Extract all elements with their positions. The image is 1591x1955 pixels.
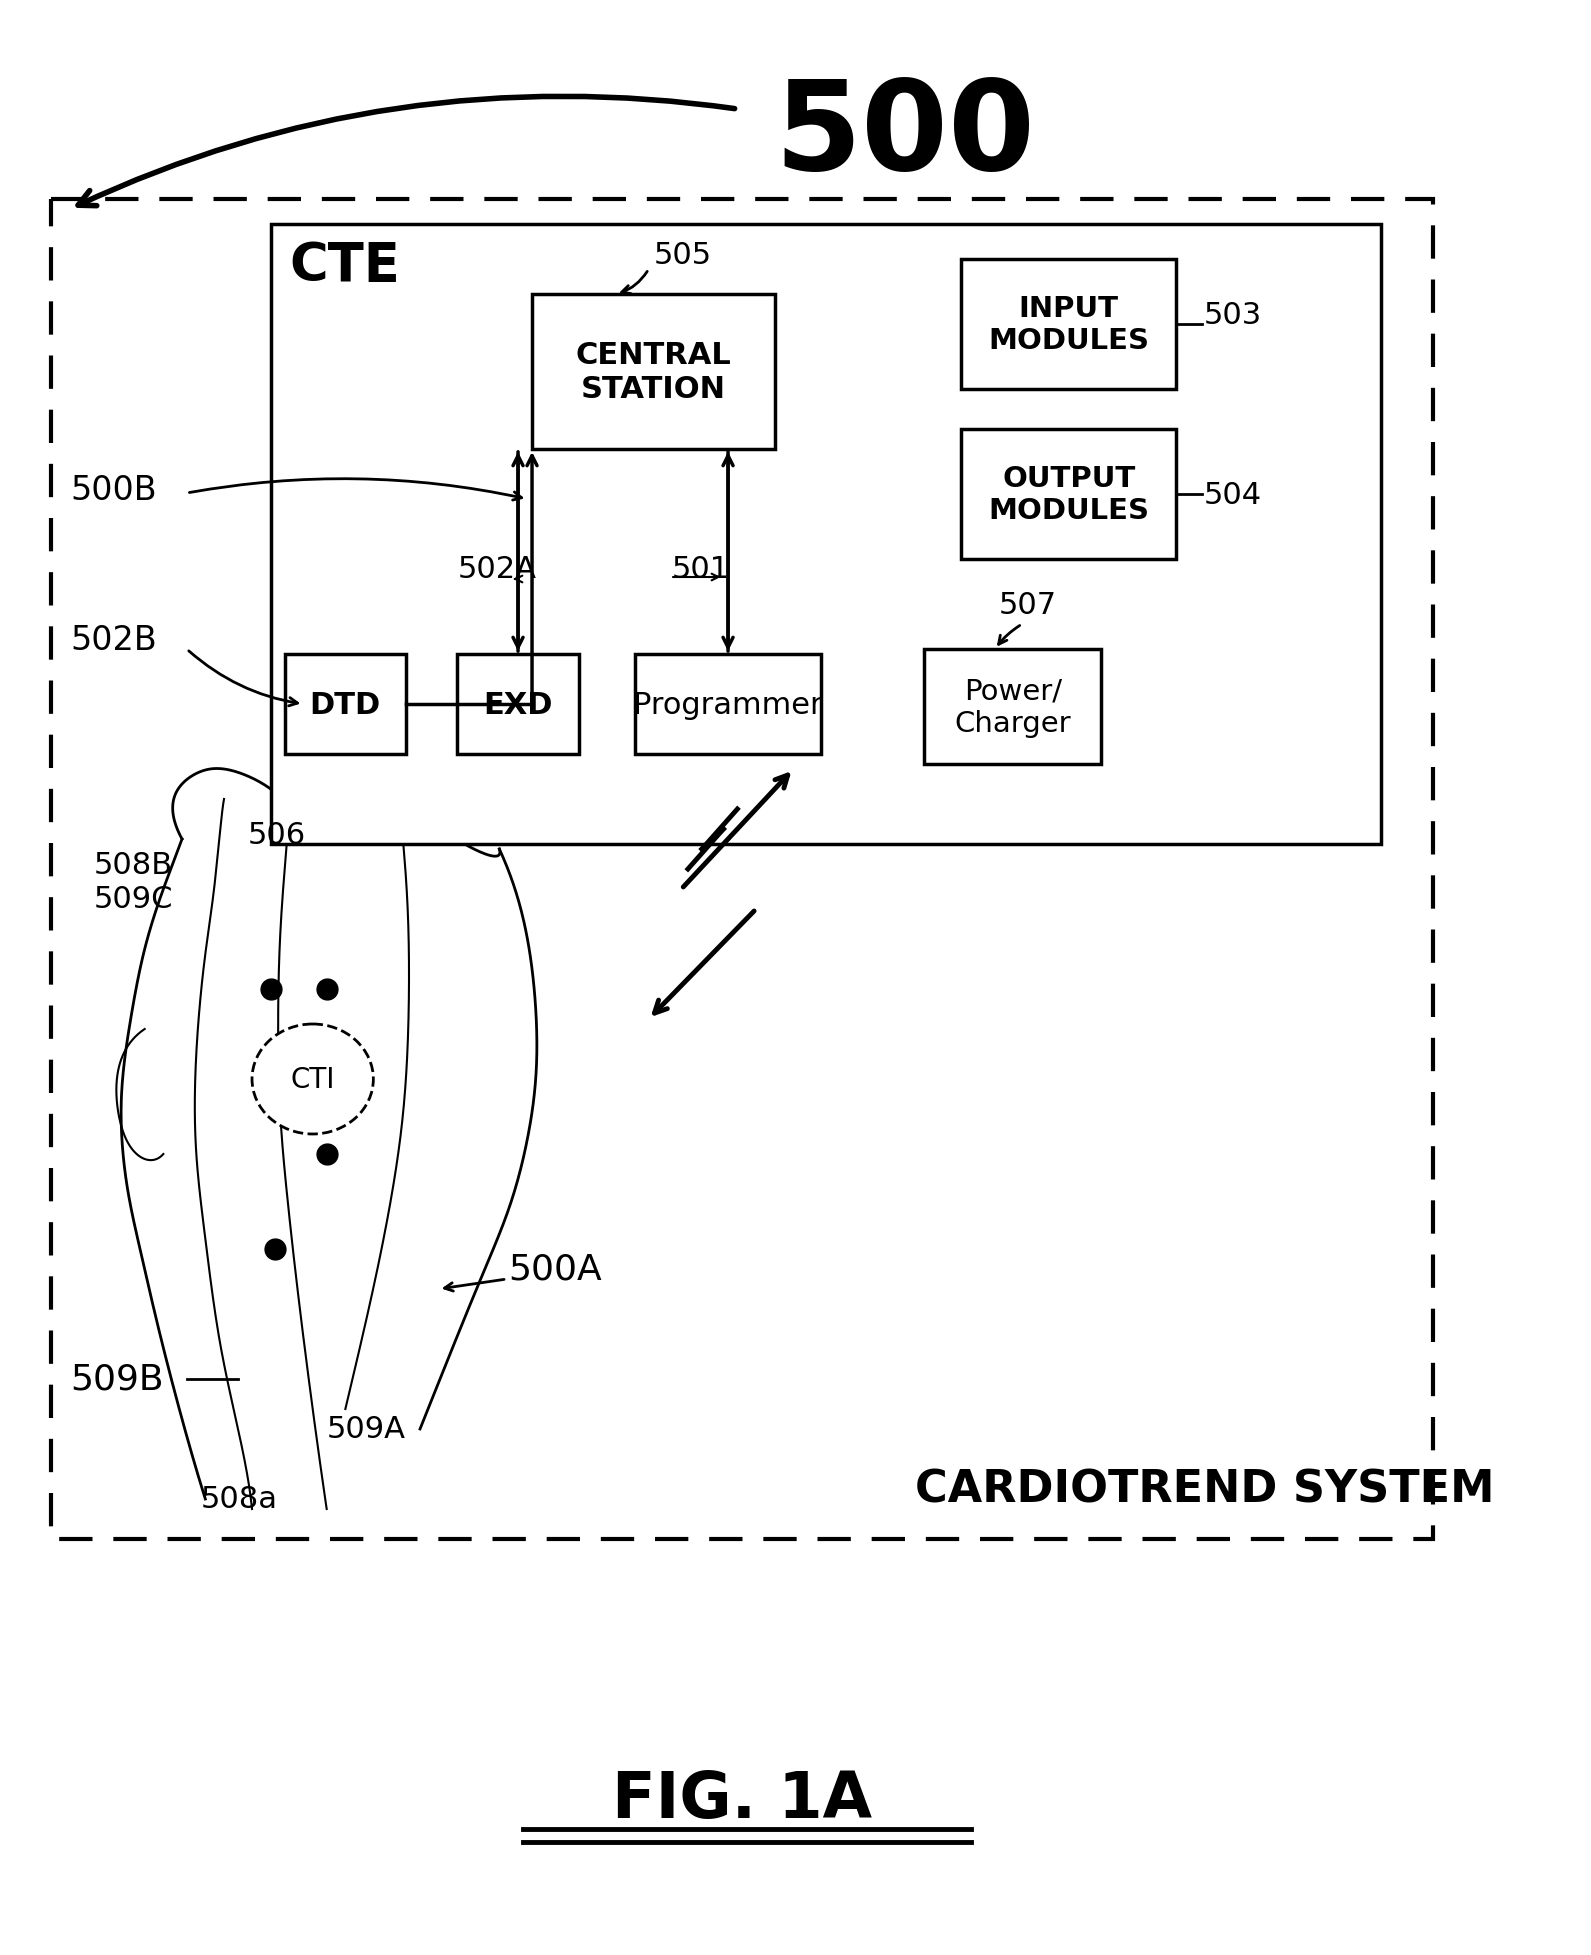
Text: 505: 505 — [654, 240, 711, 270]
Text: INPUT
MODULES: INPUT MODULES — [988, 295, 1149, 356]
Text: 502B: 502B — [70, 624, 158, 657]
Text: 504: 504 — [1204, 481, 1262, 508]
Bar — [531, 295, 775, 450]
Text: 509C: 509C — [94, 886, 173, 915]
Text: OUTPUT
MODULES: OUTPUT MODULES — [988, 465, 1149, 526]
Text: 508a: 508a — [200, 1484, 278, 1513]
Text: 503: 503 — [1204, 301, 1262, 328]
Bar — [285, 655, 406, 755]
Text: 506: 506 — [247, 819, 305, 848]
Bar — [457, 655, 579, 755]
Text: CTE: CTE — [290, 240, 399, 291]
Text: CARDIOTREND SYSTEM: CARDIOTREND SYSTEM — [915, 1468, 1494, 1511]
Text: 500A: 500A — [509, 1253, 603, 1286]
Text: 501: 501 — [671, 555, 730, 585]
Text: 508B: 508B — [94, 850, 172, 880]
Text: 509A: 509A — [326, 1415, 406, 1443]
Text: 509B: 509B — [70, 1363, 164, 1396]
Bar — [270, 225, 1381, 845]
Text: Programmer: Programmer — [633, 690, 823, 719]
Text: EXD: EXD — [484, 690, 552, 719]
Text: 502A: 502A — [457, 555, 536, 585]
Bar — [961, 430, 1176, 559]
Ellipse shape — [251, 1024, 374, 1134]
Text: FIG. 1A: FIG. 1A — [613, 1767, 872, 1830]
Text: 507: 507 — [999, 590, 1056, 620]
Text: CENTRAL
STATION: CENTRAL STATION — [576, 340, 732, 403]
Bar — [635, 655, 821, 755]
Text: 500B: 500B — [70, 473, 156, 506]
Text: 500: 500 — [775, 74, 1036, 196]
Bar — [924, 649, 1101, 764]
Bar — [961, 260, 1176, 389]
Text: CTI: CTI — [291, 1065, 336, 1093]
Bar — [51, 199, 1433, 1539]
Text: DTD: DTD — [310, 690, 380, 719]
Text: Power/
Charger: Power/ Charger — [955, 676, 1071, 737]
